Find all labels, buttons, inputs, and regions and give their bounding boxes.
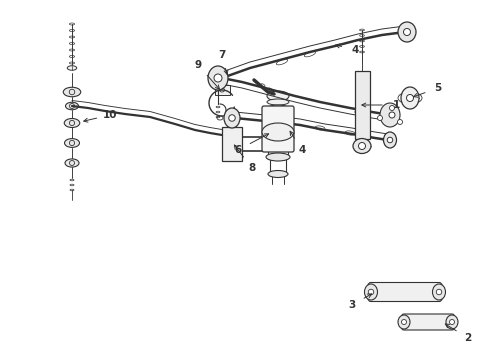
Text: 5: 5 [434,83,441,93]
FancyBboxPatch shape [401,314,455,330]
Ellipse shape [398,315,410,329]
Ellipse shape [266,153,290,161]
Ellipse shape [403,28,411,36]
FancyBboxPatch shape [262,106,294,152]
Ellipse shape [63,87,81,97]
Ellipse shape [267,91,289,101]
Ellipse shape [407,94,414,102]
Ellipse shape [208,66,228,90]
Bar [357,82,367,110]
Ellipse shape [380,103,400,127]
Ellipse shape [355,109,369,114]
Ellipse shape [449,320,455,324]
Text: 3: 3 [348,300,356,310]
Ellipse shape [268,105,288,111]
Ellipse shape [64,118,80,127]
Text: 8: 8 [248,163,256,173]
Ellipse shape [368,289,374,295]
Ellipse shape [384,132,396,148]
Ellipse shape [359,143,366,149]
Text: 9: 9 [195,60,201,70]
Text: 4: 4 [351,45,359,55]
Text: 1: 1 [392,100,400,110]
Ellipse shape [214,74,222,82]
Ellipse shape [262,123,294,141]
Ellipse shape [353,139,371,153]
Ellipse shape [397,120,402,125]
Bar [222,127,242,161]
Ellipse shape [385,106,399,124]
Bar [215,85,230,95]
Ellipse shape [65,139,79,147]
Ellipse shape [225,130,229,132]
Ellipse shape [387,137,393,143]
Ellipse shape [401,87,419,109]
Ellipse shape [235,130,239,132]
Ellipse shape [267,99,289,105]
Ellipse shape [436,289,442,295]
Ellipse shape [66,102,78,110]
Ellipse shape [282,137,286,151]
Ellipse shape [235,156,239,158]
Ellipse shape [365,284,377,300]
Ellipse shape [225,156,229,158]
Ellipse shape [229,115,235,121]
Ellipse shape [401,320,407,324]
Ellipse shape [389,112,395,118]
Text: 7: 7 [219,50,226,60]
Ellipse shape [446,315,458,329]
Ellipse shape [65,159,79,167]
Bar [354,71,369,139]
FancyBboxPatch shape [368,283,442,302]
Ellipse shape [433,284,445,300]
Text: 6: 6 [234,145,242,155]
Text: 4: 4 [298,145,306,155]
Ellipse shape [377,116,383,121]
Ellipse shape [268,171,288,177]
Ellipse shape [224,108,240,128]
Text: 10: 10 [103,110,117,120]
Ellipse shape [390,105,394,111]
Ellipse shape [398,22,416,42]
Text: 2: 2 [465,333,471,343]
Ellipse shape [67,66,77,70]
